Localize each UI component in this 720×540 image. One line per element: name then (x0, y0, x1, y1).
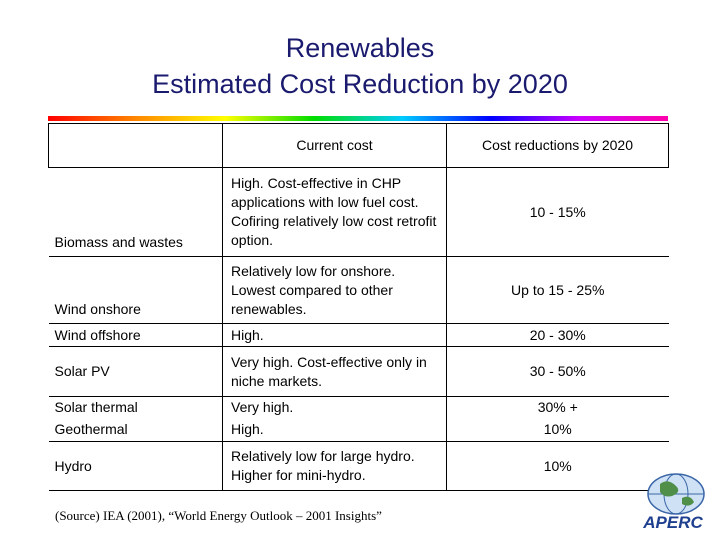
row-name: Geothermal (48, 418, 223, 442)
logo-text: APERC (642, 513, 703, 532)
table-row: Wind offshore High. 20 - 30% (48, 323, 669, 347)
table-row: Solar PV Very high. Cost-effective only … (48, 346, 669, 397)
row-name: Wind offshore (48, 323, 223, 347)
header-current-cost: Current cost (222, 123, 447, 168)
row-cost: Relatively low for onshore. Lowest compa… (222, 256, 447, 324)
row-name: Wind onshore (48, 256, 223, 324)
aperc-logo: APERC (642, 473, 705, 532)
title-line-2: Estimated Cost Reduction by 2020 (152, 69, 568, 99)
row-cost: High. Cost-effective in CHP applications… (222, 167, 447, 257)
row-name: Solar PV (48, 346, 223, 397)
row-name: Solar thermal (54, 399, 138, 416)
row-name: Biomass and wastes (48, 167, 223, 257)
row-name: Hydro (48, 441, 223, 491)
row-cost: High. (222, 418, 447, 442)
rainbow-divider (48, 116, 668, 121)
cost-reduction-table: Current cost Cost reductions by 2020 Bio… (48, 123, 669, 491)
title-line-1: Renewables (285, 33, 435, 63)
header-cost-reductions: Cost reductions by 2020 (446, 123, 669, 168)
row-cost: High. (222, 323, 447, 347)
header-empty (48, 123, 223, 168)
table-row: Hydro Relatively low for large hydro. Hi… (48, 441, 669, 491)
table-row: Biomass and wastes High. Cost-effective … (48, 167, 669, 257)
table-row: Solar thermal Very high. 30% + (49, 396, 669, 419)
row-reduction: 10% (446, 418, 669, 442)
table-row: Geothermal High. 10% (48, 418, 669, 442)
row-reduction: 10 - 15% (446, 167, 669, 257)
row-reduction: 30% + (537, 399, 578, 416)
row-cost: Very high. Cost-effective only in niche … (222, 346, 447, 397)
row-reduction: 10% (446, 441, 669, 491)
row-cost: Very high. (222, 396, 447, 419)
row-cost: Relatively low for large hydro. Higher f… (222, 441, 447, 491)
source-citation: (Source) IEA (2001), “World Energy Outlo… (55, 508, 382, 523)
row-reduction: 30 - 50% (446, 346, 669, 397)
row-reduction: 20 - 30% (446, 323, 669, 347)
table-row: Wind onshore Relatively low for onshore.… (48, 256, 669, 324)
table-header-row: Current cost Cost reductions by 2020 (48, 123, 669, 168)
globe-icon (647, 473, 705, 515)
page-title: Renewables Estimated Cost Reduction by 2… (0, 30, 720, 102)
row-reduction: Up to 15 - 25% (446, 256, 669, 324)
